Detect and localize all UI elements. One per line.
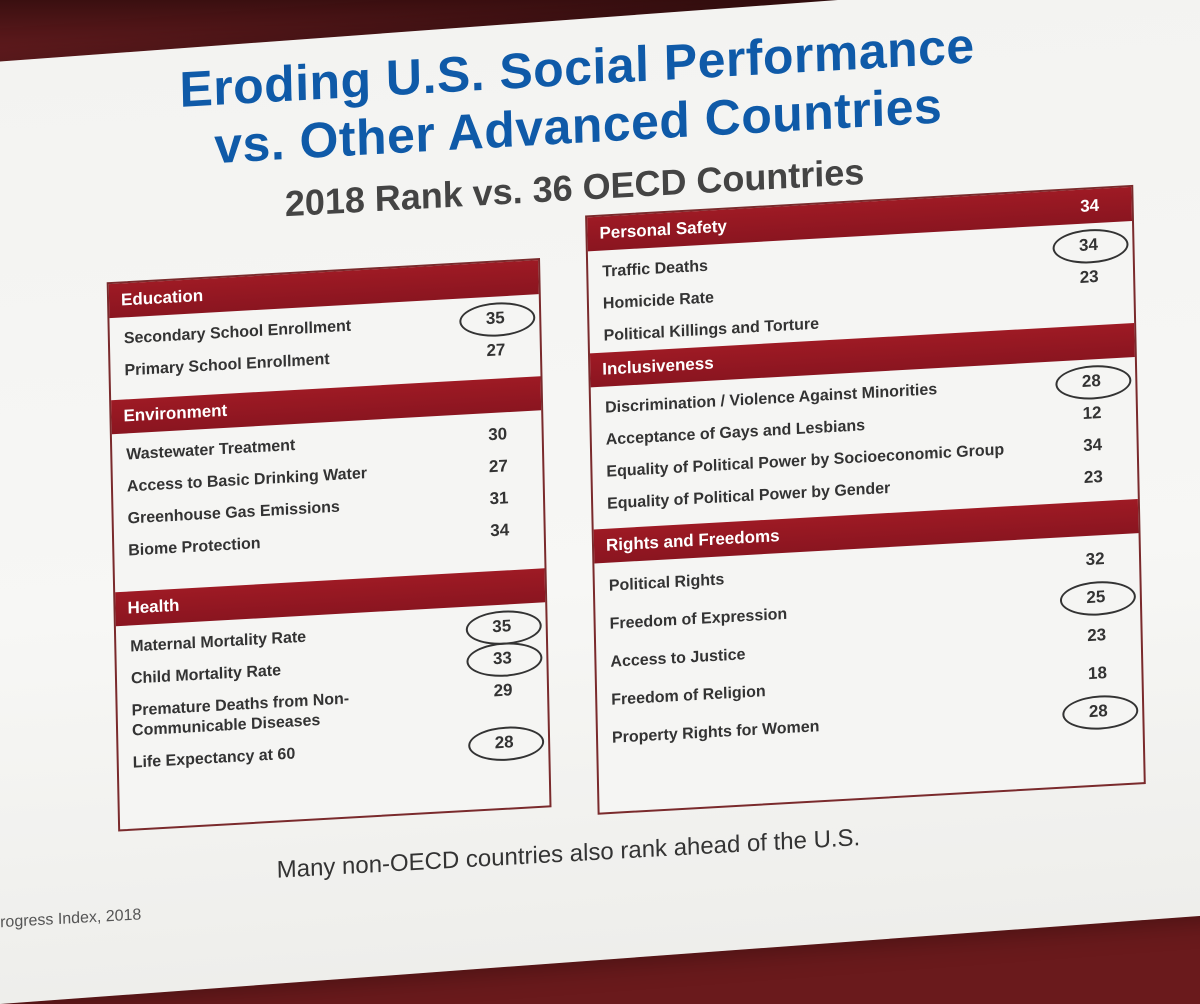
row-label: Wastewater Treatment [126, 436, 296, 464]
row-label: Maternal Mortality Rate [130, 628, 307, 656]
footer-note: Many non-OECD countries also rank ahead … [276, 824, 861, 884]
row-label: Freedom of Expression [609, 605, 788, 633]
row-label: Child Mortality Rate [130, 662, 282, 688]
row-label: Secondary School Enrollment [123, 317, 352, 348]
section-inclusiveness: Inclusiveness Discrimination / Violence … [589, 322, 1138, 529]
row-label: Greenhouse Gas Emissions [127, 498, 341, 528]
rank-value: 28 [1068, 700, 1128, 723]
slide: Eroding U.S. Social Performance vs. Othe… [0, 0, 1200, 934]
rank-value [1060, 298, 1120, 301]
row-label: Access to Justice [610, 646, 746, 671]
rank-value: 28 [1061, 370, 1121, 393]
rank-value: 12 [1082, 402, 1102, 424]
row-label: Property Rights for Women [611, 718, 820, 747]
section-environment: Environment Wastewater Treatment 30 Acce… [111, 376, 544, 592]
row-label: Life Expectancy at 60 [132, 745, 296, 772]
rank-value: 34 [1083, 434, 1103, 456]
row-label: Access to Basic Drinking Water [126, 465, 368, 496]
row-label: Premature Deaths from Non-Communicable D… [131, 690, 350, 740]
rank-value: 35 [472, 615, 532, 638]
rank-value: 30 [488, 424, 508, 445]
left-panel: Education Secondary School Enrollment 35… [106, 258, 552, 832]
section-header-value: 34 [1080, 195, 1100, 216]
rank-value: 33 [472, 647, 532, 670]
right-panel: Personal Safety 34 Traffic Deaths 34 Hom… [585, 184, 1146, 815]
rank-value: 28 [474, 731, 534, 754]
rank-value: 25 [1066, 586, 1126, 609]
section-health: Health Maternal Mortality Rate 35 Child … [115, 568, 548, 774]
rank-value: 32 [1085, 549, 1105, 570]
rank-value: 23 [1083, 466, 1104, 488]
rank-value: 31 [489, 488, 509, 509]
rank-value: 29 [493, 680, 513, 701]
rank-value: 35 [465, 307, 525, 330]
rank-value: 34 [490, 520, 510, 541]
rank-value: 27 [488, 456, 509, 477]
rank-value: 34 [1058, 234, 1118, 257]
rank-value: 23 [1087, 625, 1107, 646]
rank-value: 27 [486, 340, 506, 361]
row-label: Freedom of Religion [611, 683, 766, 709]
rank-value: 18 [1087, 663, 1108, 684]
section-rights-freedoms: Rights and Freedoms Political Rights 32 … [593, 499, 1143, 750]
section-header-label: Personal Safety [599, 216, 728, 243]
rank-value: 23 [1079, 266, 1099, 287]
